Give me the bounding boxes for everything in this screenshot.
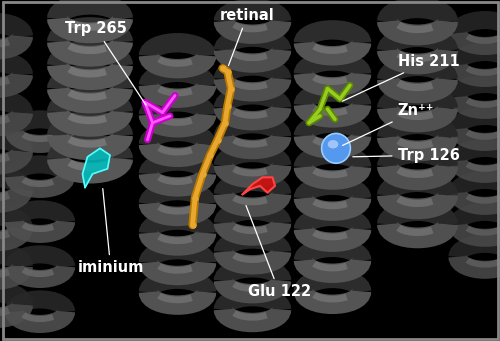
Text: Zn⁺⁺: Zn⁺⁺ — [342, 103, 434, 146]
Text: Trp 126: Trp 126 — [353, 148, 460, 163]
Ellipse shape — [328, 140, 338, 148]
Polygon shape — [82, 148, 110, 188]
Polygon shape — [242, 177, 275, 194]
Text: retinal: retinal — [220, 8, 275, 65]
Text: iminium: iminium — [78, 189, 144, 275]
Text: Glu 122: Glu 122 — [246, 206, 310, 299]
Text: His 211: His 211 — [342, 54, 459, 101]
Text: Trp 265: Trp 265 — [65, 21, 146, 105]
Ellipse shape — [322, 133, 350, 163]
